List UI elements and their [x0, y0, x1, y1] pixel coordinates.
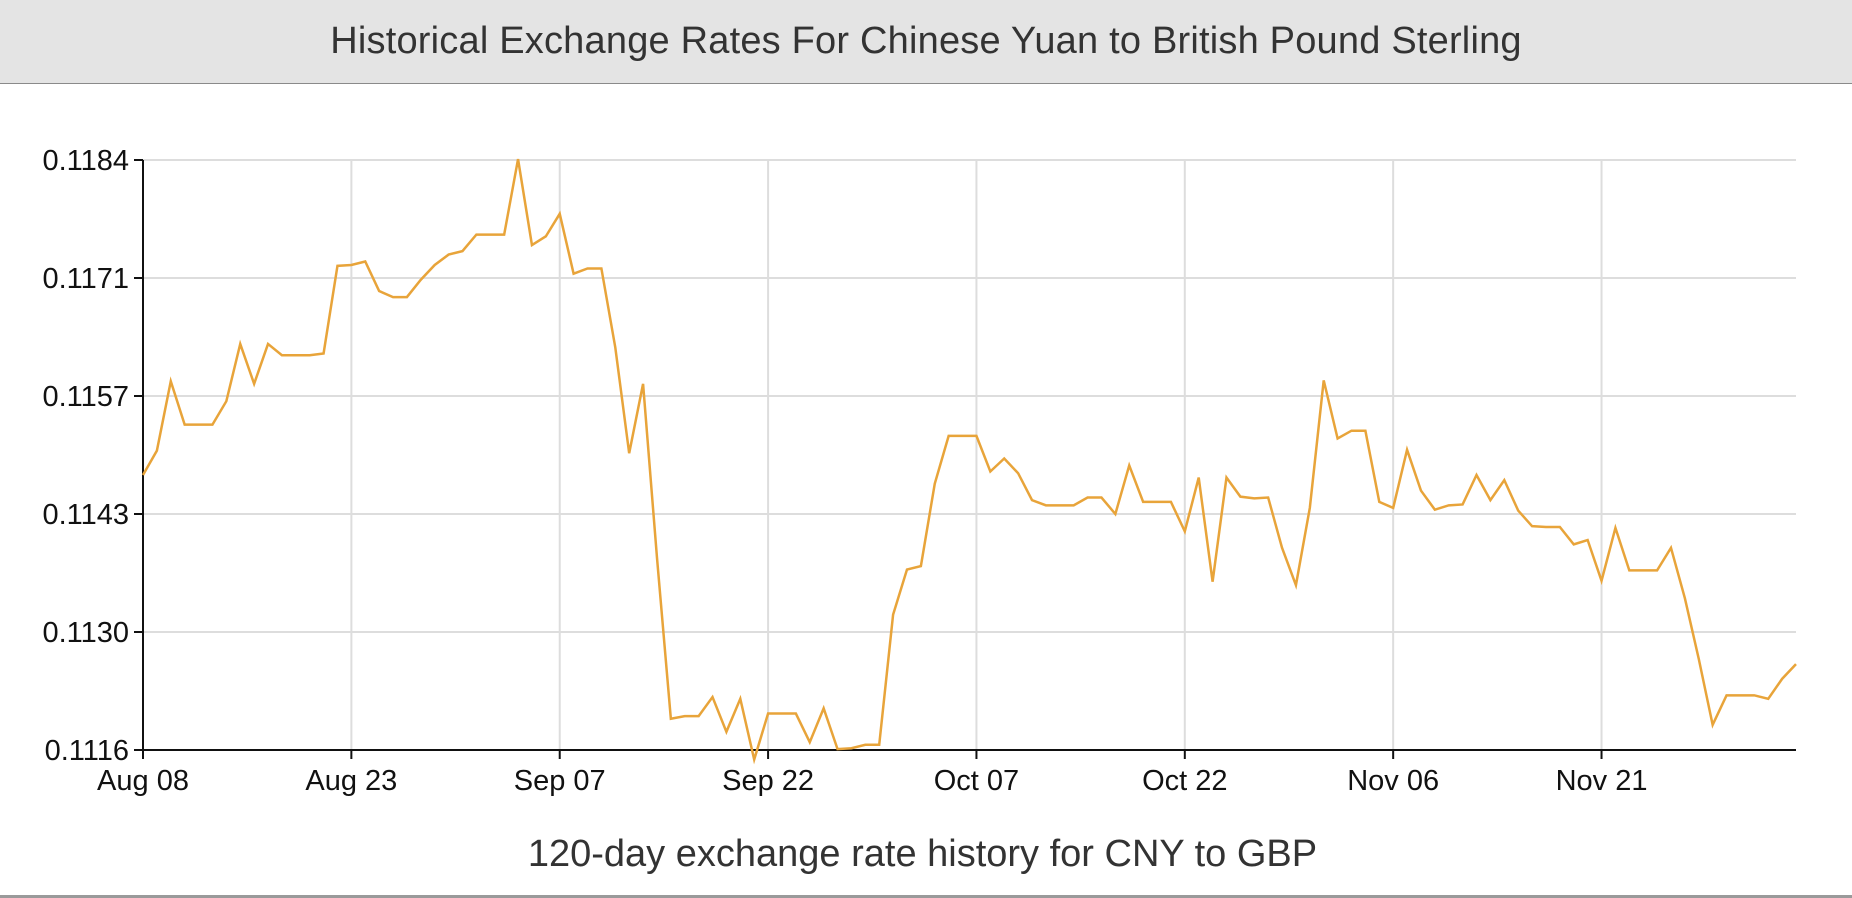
y-tick-label: 0.1130	[42, 617, 129, 649]
x-tick-label: Oct 22	[1142, 765, 1227, 797]
y-tick-label: 0.1157	[42, 381, 129, 413]
chart-container: 0.1116 0.1130 0.1143 0.1157 0.1171 0.1184 Aug…	[0, 84, 1852, 896]
x-tick-label: Nov 06	[1347, 765, 1439, 797]
x-tick-label: Aug 08	[97, 765, 189, 797]
page-title: Historical Exchange Rates For Chinese Yu…	[330, 20, 1522, 62]
y-tick-label: 0.1116	[45, 735, 129, 767]
y-tick-label: 0.1143	[42, 499, 129, 531]
horizontal-gridlines	[143, 159, 1796, 633]
exchange-rate-chart: 0.1116 0.1130 0.1143 0.1157 0.1171 0.1184 Aug…	[42, 145, 1797, 875]
y-tick-label: 0.1171	[42, 263, 129, 295]
x-tick-label: Nov 21	[1556, 765, 1648, 797]
chart-subtitle: 120-day exchange rate history for CNY to…	[528, 833, 1317, 875]
y-axis: 0.1116 0.1130 0.1143 0.1157 0.1171 0.1184	[42, 145, 144, 767]
x-tick-label: Aug 23	[305, 765, 397, 797]
series-group	[141, 158, 1797, 765]
rate-series-line	[141, 158, 1797, 765]
x-tick-label: Oct 07	[934, 765, 1019, 797]
x-axis: Aug 08 Aug 23 Sep 07 Sep 22 Oct 07 Oct 22 Nov …	[97, 749, 1796, 797]
x-tick-label: Sep 07	[514, 765, 606, 797]
vertical-gridlines	[350, 160, 1603, 750]
y-tick-label: 0.1184	[42, 145, 129, 177]
x-tick-label: Sep 22	[722, 765, 814, 797]
bottom-border	[0, 895, 1852, 898]
header-bar: Historical Exchange Rates For Chinese Yu…	[0, 0, 1852, 84]
